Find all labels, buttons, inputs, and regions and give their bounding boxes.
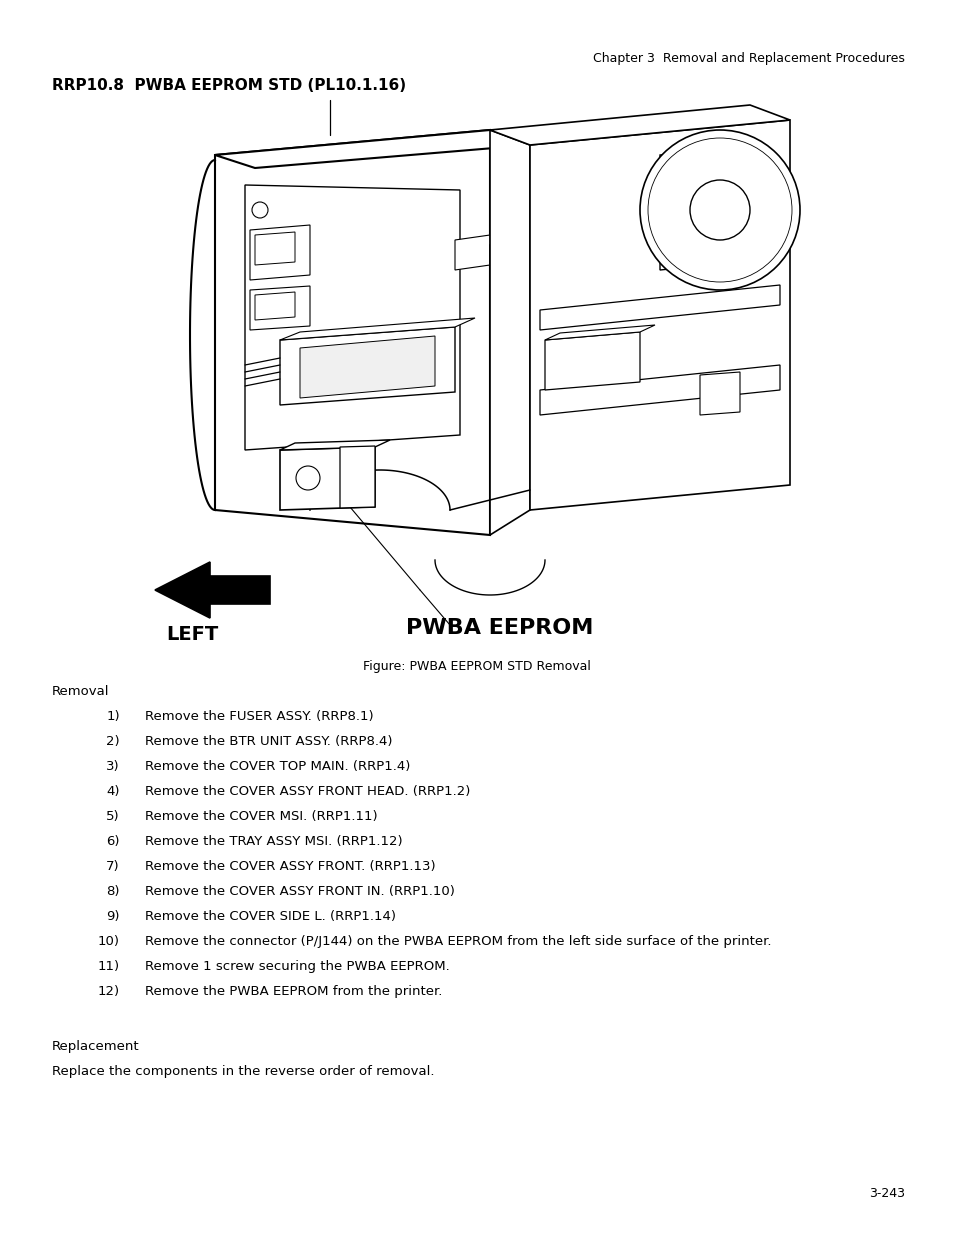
Polygon shape <box>530 120 789 510</box>
Text: 4): 4) <box>107 785 120 798</box>
Polygon shape <box>544 332 639 390</box>
Text: 5): 5) <box>107 810 120 823</box>
Polygon shape <box>455 235 490 270</box>
Text: Remove the BTR UNIT ASSY. (RRP8.4): Remove the BTR UNIT ASSY. (RRP8.4) <box>145 735 392 748</box>
Text: Remove the COVER TOP MAIN. (RRP1.4): Remove the COVER TOP MAIN. (RRP1.4) <box>145 760 410 773</box>
Circle shape <box>639 130 800 290</box>
Circle shape <box>647 138 791 282</box>
Text: 11): 11) <box>98 960 120 973</box>
Polygon shape <box>214 130 490 535</box>
Polygon shape <box>245 185 459 450</box>
Polygon shape <box>539 366 780 415</box>
Polygon shape <box>214 130 530 168</box>
Text: 3): 3) <box>107 760 120 773</box>
Polygon shape <box>700 372 740 415</box>
Polygon shape <box>254 291 294 320</box>
Text: Remove the COVER SIDE L. (RRP1.14): Remove the COVER SIDE L. (RRP1.14) <box>145 910 395 923</box>
Text: Remove 1 screw securing the PWBA EEPROM.: Remove 1 screw securing the PWBA EEPROM. <box>145 960 449 973</box>
Text: PWBA EEPROM: PWBA EEPROM <box>406 618 593 638</box>
Text: 7): 7) <box>107 860 120 873</box>
Circle shape <box>689 180 749 240</box>
Text: Replacement: Replacement <box>52 1040 139 1053</box>
Text: Chapter 3  Removal and Replacement Procedures: Chapter 3 Removal and Replacement Proced… <box>593 52 904 65</box>
Text: Remove the TRAY ASSY MSI. (RRP1.12): Remove the TRAY ASSY MSI. (RRP1.12) <box>145 835 402 848</box>
Polygon shape <box>544 325 655 340</box>
Polygon shape <box>490 130 530 535</box>
Polygon shape <box>280 447 375 510</box>
Text: LEFT: LEFT <box>166 625 218 643</box>
Polygon shape <box>280 317 475 340</box>
Circle shape <box>252 203 268 219</box>
Polygon shape <box>280 440 390 450</box>
Text: 8): 8) <box>107 885 120 898</box>
Polygon shape <box>539 285 780 330</box>
Text: Remove the connector (P/J144) on the PWBA EEPROM from the left side surface of t: Remove the connector (P/J144) on the PWB… <box>145 935 771 948</box>
Text: 9): 9) <box>107 910 120 923</box>
Text: Figure: PWBA EEPROM STD Removal: Figure: PWBA EEPROM STD Removal <box>363 659 590 673</box>
Polygon shape <box>154 562 270 618</box>
Text: Remove the COVER ASSY FRONT HEAD. (RRP1.2): Remove the COVER ASSY FRONT HEAD. (RRP1.… <box>145 785 470 798</box>
Text: Remove the COVER ASSY FRONT. (RRP1.13): Remove the COVER ASSY FRONT. (RRP1.13) <box>145 860 436 873</box>
Polygon shape <box>250 287 310 330</box>
Circle shape <box>295 466 319 490</box>
Text: Removal: Removal <box>52 685 110 698</box>
Text: RRP10.8  PWBA EEPROM STD (PL10.1.16): RRP10.8 PWBA EEPROM STD (PL10.1.16) <box>52 78 406 93</box>
Polygon shape <box>339 446 375 508</box>
Polygon shape <box>659 153 679 270</box>
Polygon shape <box>490 105 789 144</box>
Text: Remove the PWBA EEPROM from the printer.: Remove the PWBA EEPROM from the printer. <box>145 986 442 998</box>
Text: 6): 6) <box>107 835 120 848</box>
Polygon shape <box>299 336 435 398</box>
Text: 2): 2) <box>107 735 120 748</box>
Text: Replace the components in the reverse order of removal.: Replace the components in the reverse or… <box>52 1065 434 1078</box>
Text: Remove the FUSER ASSY. (RRP8.1): Remove the FUSER ASSY. (RRP8.1) <box>145 710 374 722</box>
Polygon shape <box>250 225 310 280</box>
Polygon shape <box>254 232 294 266</box>
Text: 12): 12) <box>98 986 120 998</box>
Text: Remove the COVER MSI. (RRP1.11): Remove the COVER MSI. (RRP1.11) <box>145 810 377 823</box>
Polygon shape <box>490 220 769 290</box>
Text: 3-243: 3-243 <box>868 1187 904 1200</box>
Polygon shape <box>280 327 455 405</box>
Text: 10): 10) <box>98 935 120 948</box>
Text: Remove the COVER ASSY FRONT IN. (RRP1.10): Remove the COVER ASSY FRONT IN. (RRP1.10… <box>145 885 455 898</box>
Text: 1): 1) <box>107 710 120 722</box>
